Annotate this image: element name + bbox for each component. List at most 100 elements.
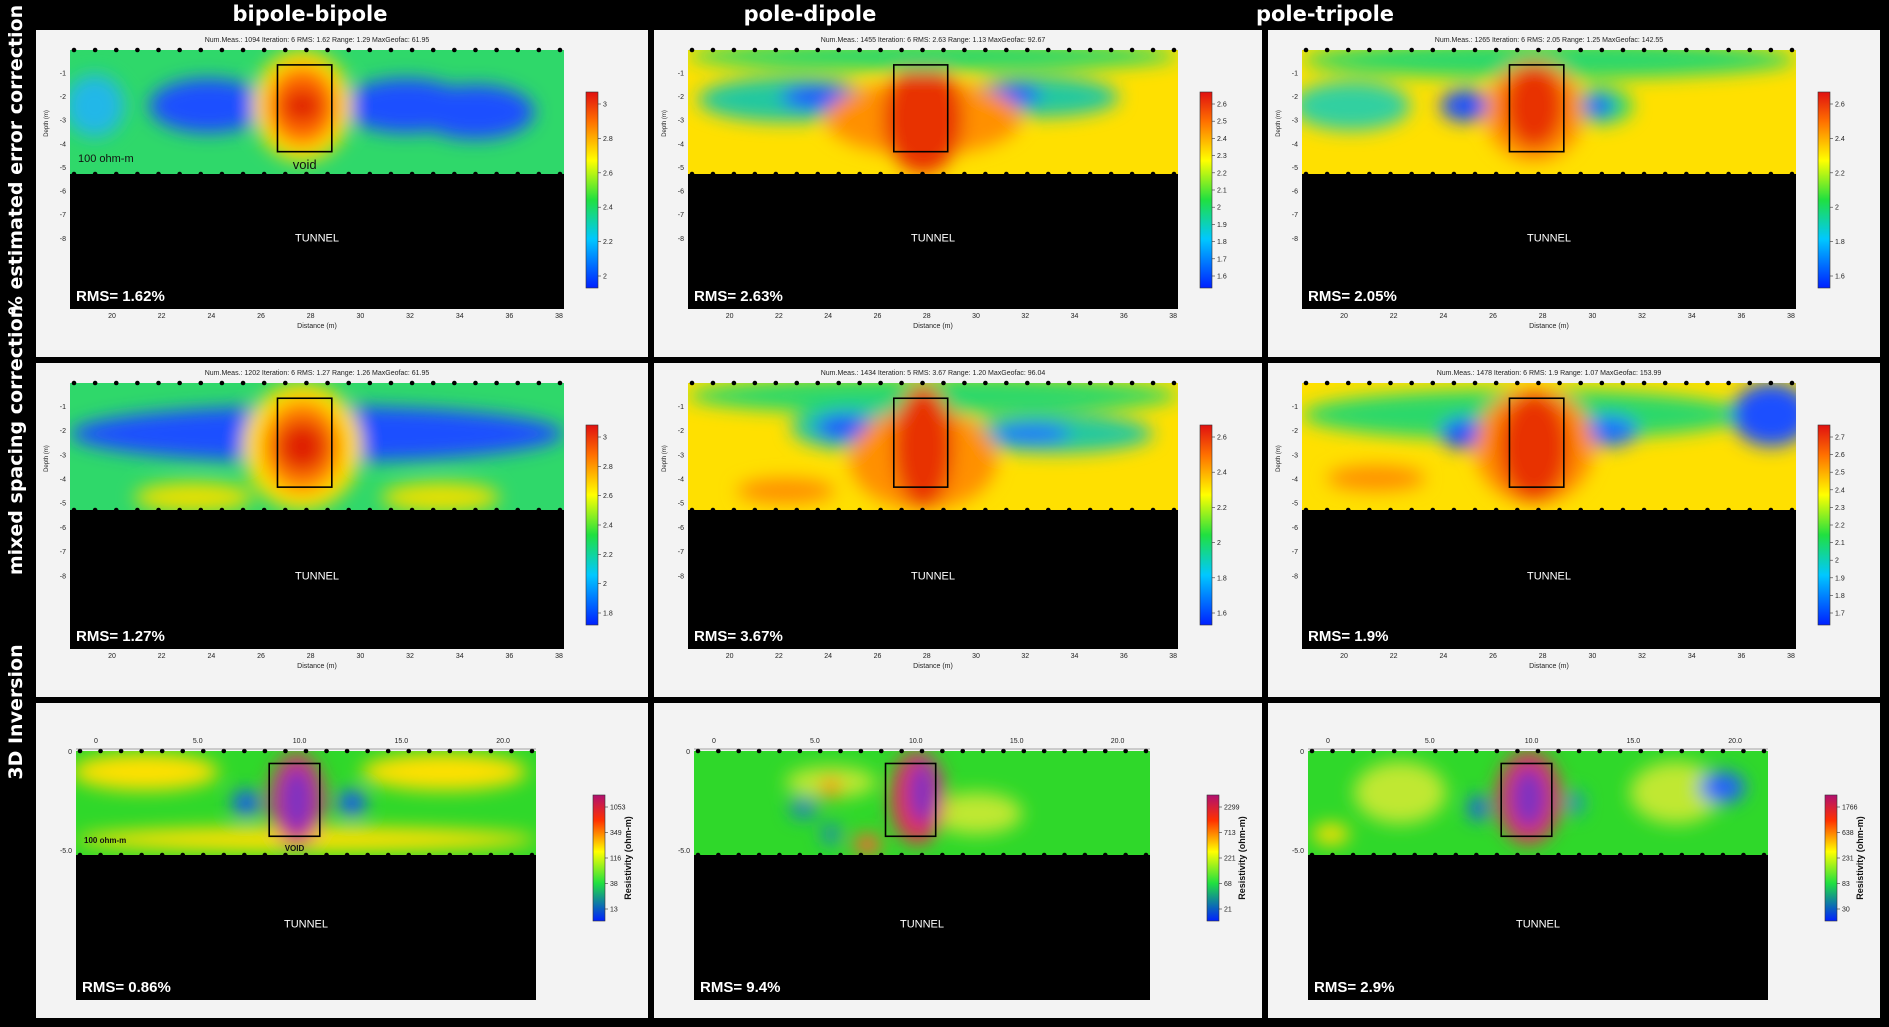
- heatmap-svg: Num.Meas.: 1265 Iteration: 6 RMS: 2.05 R…: [1276, 37, 1845, 330]
- heatmap-svg: Num.Meas.: 1094 Iteration: 6 RMS: 1.62 R…: [44, 37, 613, 330]
- electrode-top: [1345, 47, 1351, 53]
- anomaly-blob: [361, 753, 527, 791]
- x-tick-label: 20: [108, 653, 116, 660]
- electrode-top: [1041, 748, 1047, 754]
- electrode-top: [406, 748, 412, 754]
- x-tick-label: 26: [257, 313, 265, 320]
- anomaly-blob: [1499, 393, 1569, 500]
- electrode-top: [509, 748, 514, 754]
- y-tick-label: 0: [68, 749, 72, 756]
- electrode-top: [283, 380, 288, 386]
- electrode-top: [156, 380, 161, 386]
- colorbar-tick-label: 1.7: [1217, 256, 1227, 263]
- electrode-top: [409, 380, 415, 386]
- y-tick-label: -3: [60, 452, 66, 459]
- x-tick-label: 32: [1021, 313, 1029, 320]
- x-tick-label: 20.0: [1111, 738, 1125, 745]
- anomaly-blob: [1699, 771, 1745, 803]
- anomaly-blob: [76, 753, 219, 791]
- anomaly-blob: [815, 414, 875, 441]
- electrode-top: [752, 380, 758, 386]
- x-tick-label: 24: [207, 653, 215, 660]
- electrode-top: [1599, 47, 1605, 53]
- colorbar-tick-label: 1.8: [1835, 593, 1845, 600]
- panel-pd1: Num.Meas.: 1455 Iteration: 6 RMS: 2.63 R…: [654, 30, 1262, 357]
- colorbar-tick-label: 2.6: [1835, 102, 1845, 109]
- x-tick-label: 22: [1390, 653, 1398, 660]
- electrode-top: [980, 748, 986, 754]
- x-tick-label: 32: [1638, 653, 1646, 660]
- colorbar: [1206, 794, 1220, 922]
- tunnel-block: [688, 510, 1178, 649]
- electrode-top: [156, 47, 161, 53]
- electrode-top: [198, 380, 204, 386]
- anomaly-blob: [277, 421, 327, 472]
- y-tick-label: -8: [60, 236, 66, 243]
- x-tick-label: 24: [1439, 653, 1447, 660]
- colorbar-tick-label: 13: [610, 907, 618, 914]
- electrode-top: [695, 748, 701, 754]
- colorbar-tick-label: 2.6: [1217, 102, 1227, 109]
- colorbar-tick-label: 2.6: [1217, 435, 1227, 442]
- void-outline: [276, 397, 333, 488]
- rms-label: RMS= 1.9%: [1308, 628, 1388, 645]
- colorbar-tick-label: 1.6: [1217, 611, 1227, 618]
- electrode-top: [1303, 380, 1309, 386]
- x-tick-label: 28: [1539, 313, 1547, 320]
- x-tick-label: 28: [307, 313, 315, 320]
- electrode-top: [794, 380, 800, 386]
- x-tick-label: 32: [1638, 313, 1646, 320]
- tunnel-label: TUNNEL: [1516, 919, 1560, 931]
- electrode-top: [1620, 47, 1626, 53]
- electrode-top: [242, 748, 247, 754]
- electrode-top: [1747, 47, 1753, 53]
- colorbar: [1199, 91, 1213, 289]
- colorbar-tick-label: 1.8: [1835, 239, 1845, 246]
- anomaly-blob: [1469, 795, 1488, 821]
- inversion-header: Num.Meas.: 1202 Iteration: 6 RMS: 1.27 R…: [205, 370, 430, 377]
- electrode-top: [283, 748, 288, 754]
- anomaly-blob: [381, 482, 500, 510]
- inversion-header: Num.Meas.: 1434 Iteration: 5 RMS: 3.67 R…: [821, 370, 1046, 377]
- electrode-top: [878, 47, 883, 53]
- electrode-top: [1102, 748, 1108, 754]
- colorbar-tick-label: 2.6: [1835, 452, 1845, 459]
- electrode-top: [1536, 47, 1541, 53]
- void-outline: [268, 762, 321, 838]
- anomaly-blob: [1731, 383, 1796, 447]
- tunnel-block: [76, 855, 536, 1000]
- electrode-top: [1367, 380, 1372, 386]
- y-axis-label: Depth (m): [1276, 445, 1282, 472]
- x-tick-label: 10.0: [1525, 738, 1539, 745]
- void-outline: [1500, 762, 1553, 838]
- x-tick-label: 30: [356, 653, 364, 660]
- y-tick-label: -1: [678, 70, 684, 77]
- void-label: VOID: [285, 844, 305, 853]
- electrode-top: [1025, 380, 1030, 386]
- resistivity-section: [76, 751, 536, 855]
- x-tick-label: 30: [1588, 653, 1596, 660]
- x-tick-label: 5.0: [193, 738, 203, 745]
- void-outline: [1508, 64, 1565, 153]
- electrode-top: [1045, 380, 1051, 386]
- x-tick-label: 28: [923, 653, 931, 660]
- electrode-top: [177, 47, 182, 53]
- x-tick-label: 20: [726, 313, 734, 320]
- resistivity-section: [694, 751, 1150, 855]
- y-tick-label: -4: [60, 477, 66, 484]
- colorbar-label: Resistivity (ohm-m): [623, 816, 633, 900]
- colorbar: [1824, 794, 1838, 922]
- colorbar: [592, 794, 606, 922]
- tunnel-label: TUNNEL: [900, 919, 944, 931]
- electrode-top: [1557, 380, 1562, 386]
- colorbar-tick-label: 83: [1842, 881, 1850, 888]
- electrode-top: [1474, 748, 1479, 754]
- colorbar-tick-label: 2.8: [603, 136, 613, 143]
- electrode-top: [557, 380, 563, 386]
- colorbar-tick-label: 2.3: [1835, 505, 1845, 512]
- electrode-top: [1494, 748, 1500, 754]
- colorbar-tick-label: 2.7: [1835, 435, 1845, 442]
- x-tick-label: 36: [1737, 313, 1745, 320]
- y-tick-label: -3: [678, 452, 684, 459]
- colorbar-tick-label: 2: [603, 274, 607, 281]
